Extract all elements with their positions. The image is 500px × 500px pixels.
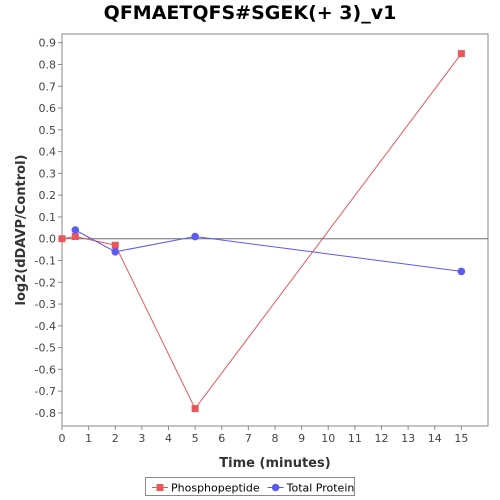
x-tick-label: 1 xyxy=(85,432,92,445)
y-tick-label: -0.2 xyxy=(35,276,56,289)
y-tick-label: 0.9 xyxy=(39,37,57,50)
total-protein-point xyxy=(111,247,120,256)
phosphopeptide-point xyxy=(191,405,199,413)
y-tick-label: -0.6 xyxy=(35,363,56,376)
total-protein-point xyxy=(191,232,199,241)
legend-phosphopeptide-label: Phosphopeptide xyxy=(171,482,260,495)
y-tick-label: 0.5 xyxy=(39,124,57,137)
y-tick-label: -0.4 xyxy=(35,320,56,333)
x-axis-label: Time (minutes) xyxy=(219,456,330,471)
total-protein-line xyxy=(75,229,462,272)
x-tick-label: 12 xyxy=(375,432,389,445)
x-tick-label: 4 xyxy=(165,432,172,445)
y-tick-label: -0.7 xyxy=(35,385,56,398)
series-layer xyxy=(58,50,466,413)
y-tick-label: -0.8 xyxy=(35,407,56,420)
x-tick-label: 8 xyxy=(272,432,279,445)
y-tick-label: 0.7 xyxy=(39,80,57,93)
y-tick-label: -0.1 xyxy=(35,254,56,267)
x-tick-label: 14 xyxy=(428,432,442,445)
legend-phosphopeptide-marker xyxy=(156,484,164,491)
x-tick-label: 10 xyxy=(321,432,335,445)
legend: Phosphopeptide Total Protein xyxy=(145,477,355,496)
x-tick-label: 3 xyxy=(138,432,145,445)
y-tick-label: 0.4 xyxy=(39,146,57,159)
legend-total-protein-label: Total Protein xyxy=(286,482,355,495)
total-protein-point xyxy=(71,226,80,234)
y-tick-label: 0.2 xyxy=(39,189,57,202)
y-tick-label: 0.6 xyxy=(39,102,57,115)
y-tick-label: 0.3 xyxy=(39,167,57,180)
x-tick-label: 0 xyxy=(59,432,66,445)
plot-background xyxy=(61,33,489,427)
y-tick-label: -0.3 xyxy=(35,298,56,311)
y-tick-label: -0.5 xyxy=(35,342,56,355)
x-tick-label: 13 xyxy=(401,432,415,445)
x-tick-label: 11 xyxy=(348,432,362,445)
phosphopeptide-point xyxy=(71,233,79,241)
y-axis: -0.8 -0.7 -0.6 -0.5 -0.4 -0.3 -0.2 -0.1 0.0 0.1 0.… xyxy=(35,37,62,420)
x-tick-label: 5 xyxy=(192,432,199,445)
phosphopeptide-point xyxy=(457,50,465,58)
phosphopeptide-point xyxy=(111,241,119,249)
chart-title: QFMAETQFS#SGEK(+ 3)_v1 xyxy=(103,2,397,24)
x-tick-label: 9 xyxy=(298,432,305,445)
x-tick-label: 2 xyxy=(112,432,119,445)
x-tick-label: 7 xyxy=(245,432,252,445)
x-tick-label: 6 xyxy=(218,432,225,445)
phosphopeptide-point xyxy=(58,235,66,243)
y-tick-label: 0.8 xyxy=(39,58,57,71)
legend-svg: Phosphopeptide Total Protein xyxy=(152,482,355,495)
y-axis-label: log2(dDAVP/Control) xyxy=(14,155,29,306)
total-protein-point xyxy=(457,267,466,276)
y-tick-label: 0.1 xyxy=(39,211,57,224)
y-tick-label: 0.0 xyxy=(39,233,57,246)
x-tick-label: 15 xyxy=(454,432,468,445)
legend-total-protein-marker xyxy=(271,483,280,492)
x-axis: 0 1 2 3 4 5 6 7 8 9 10 11 12 13 14 15 xyxy=(59,426,468,445)
